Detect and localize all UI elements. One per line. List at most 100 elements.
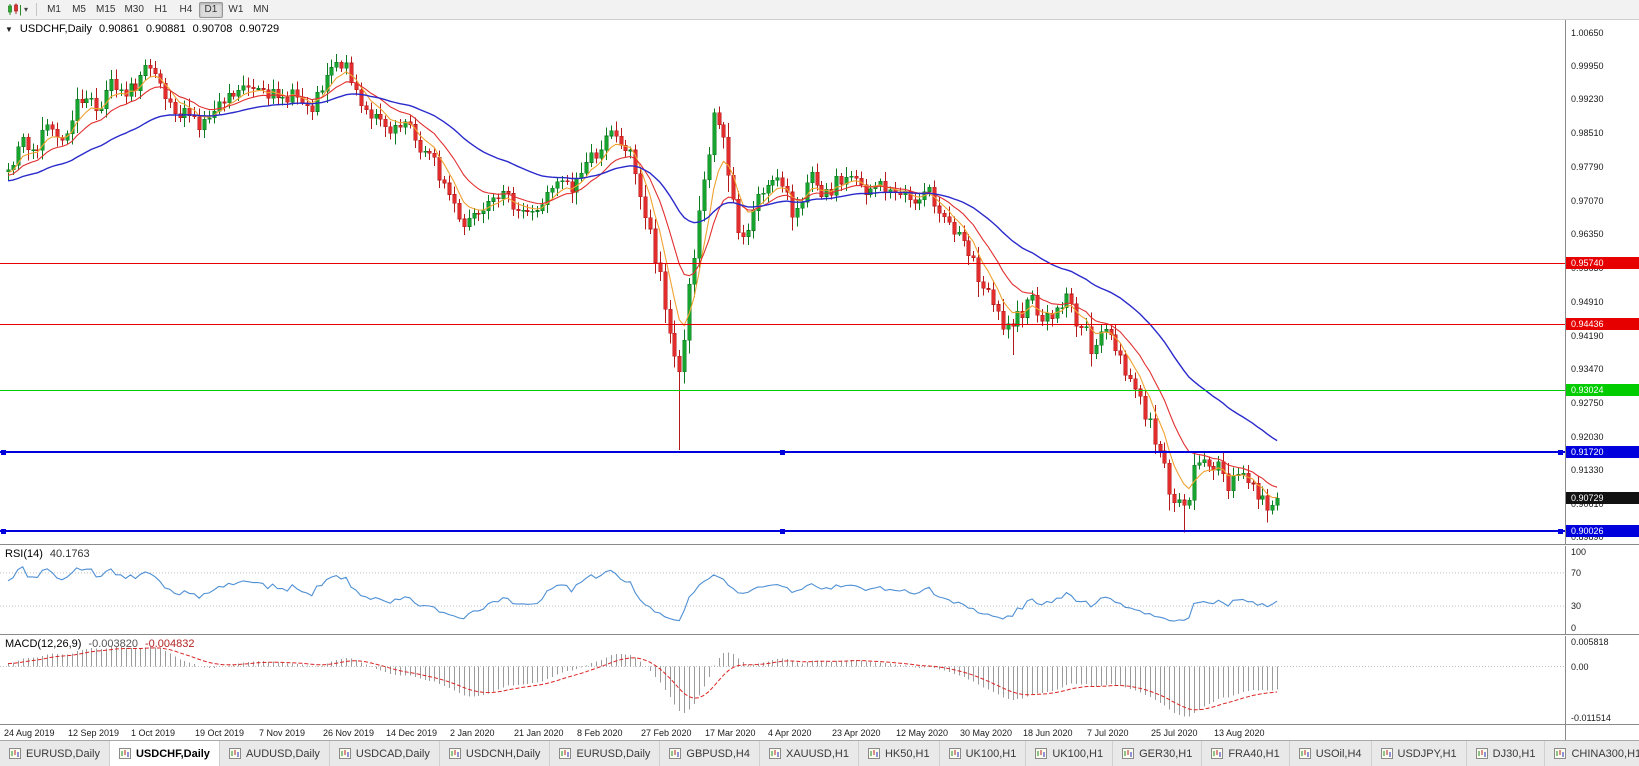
chart-tab-label: USOil,H4 — [1315, 747, 1362, 760]
line-drag-handle[interactable] — [779, 529, 785, 535]
chart-info-line: ▼ USDCHF,Daily 0.90861 0.90881 0.90708 0… — [5, 23, 279, 36]
price-tick-label: 0.96350 — [1571, 229, 1604, 239]
chart-tab-icon — [228, 748, 241, 759]
date-label: 30 May 2020 — [960, 728, 1013, 738]
timeframe-buttons-group: M1 M5 M15 M30 H1 H4 D1 W1 MN — [42, 1, 273, 18]
rsi-tick-label: 100 — [1571, 547, 1587, 557]
rsi-tick-label: 30 — [1571, 601, 1582, 611]
chart-tab-usdjpy-h1[interactable]: USDJPY,H1 — [1371, 741, 1467, 766]
date-label: 27 Feb 2020 — [641, 728, 692, 738]
line-drag-handle[interactable] — [779, 449, 785, 455]
chart-tab-xauusd-h1[interactable]: XAUUSD,H1 — [759, 741, 859, 766]
chart-tab-eurusd-daily[interactable]: EURUSD,Daily — [0, 741, 110, 766]
date-label: 12 Sep 2019 — [68, 728, 120, 738]
chart-tab-icon — [338, 748, 351, 759]
timeframe-button-M30[interactable]: M30 — [124, 3, 144, 15]
chart-tab-icon — [1211, 748, 1224, 759]
chart-tab-dj30-h1[interactable]: DJ30,H1 — [1466, 741, 1546, 766]
panel-divider[interactable] — [0, 544, 1639, 546]
chart-tab-icon — [948, 748, 961, 759]
line-drag-handle[interactable] — [1558, 449, 1563, 455]
rsi-axis[interactable]: 100 70 30 0 — [1565, 546, 1639, 634]
dropdown-caret-icon: ▾ — [24, 4, 29, 14]
chart-tools-button[interactable]: ▾ — [4, 3, 31, 16]
ma-line-ma_mid — [7, 81, 1278, 488]
macd-axis[interactable]: 0.005818 0.00 -0.011514 — [1565, 636, 1639, 724]
timeframe-button-MN[interactable]: MN — [253, 3, 269, 15]
timeframe-toolbar: ▾ M1 M5 M15 M30 H1 H4 D1 W1 MN — [0, 0, 1639, 20]
timeframe-button-M15[interactable]: M15 — [96, 3, 116, 15]
macd-canvas[interactable] — [0, 636, 1565, 724]
date-label: 8 Feb 2020 — [577, 728, 623, 738]
resistance-line[interactable] — [0, 262, 1565, 264]
date-label: 26 Nov 2019 — [323, 728, 375, 738]
chart-tab-icon — [1122, 748, 1135, 759]
macd-name: MACD(12,26,9) — [5, 638, 82, 650]
chart-tab-hk50-h1[interactable]: HK50,H1 — [858, 741, 940, 766]
key-level-line[interactable] — [0, 449, 1565, 455]
date-label: 7 Nov 2019 — [259, 728, 306, 738]
chart-tab-label: AUDUSD,Daily — [245, 747, 320, 760]
resistance-line[interactable] — [0, 323, 1565, 325]
rsi-panel[interactable]: RSI(14) 40.1763 100 70 30 0 — [0, 546, 1639, 634]
price-axis[interactable]: 1.00650 0.99950 0.99230 0.98510 0.97790 0.970… — [1565, 20, 1639, 544]
line-drag-handle[interactable] — [1, 449, 6, 455]
price-tick-label: 0.98510 — [1571, 128, 1604, 138]
chart-tab-ger30-h1[interactable]: GER30,H1 — [1113, 741, 1203, 766]
date-label: 7 Jul 2020 — [1087, 728, 1129, 738]
date-label: 21 Jan 2020 — [514, 728, 564, 738]
timeframe-button-D1[interactable]: D1 — [198, 1, 223, 18]
key-level-line[interactable] — [0, 529, 1565, 535]
chart-tab-eurusd-daily[interactable]: EURUSD,Daily — [550, 741, 661, 766]
line-drag-handle[interactable] — [1558, 529, 1563, 535]
collapse-icon[interactable]: ▼ — [5, 25, 13, 34]
price-tick-label: 0.89890 — [1571, 532, 1604, 542]
date-label: 19 Oct 2019 — [195, 728, 245, 738]
low-value: 0.90708 — [192, 23, 233, 35]
chart-tab-label: HK50,H1 — [884, 747, 930, 760]
chart-tab-icon — [669, 748, 682, 759]
time-axis[interactable]: 24 Aug 2019 12 Sep 2019 1 Oct 2019 19 Oct 2… — [0, 724, 1639, 740]
price-tick-label: 0.99230 — [1571, 94, 1604, 104]
rsi-canvas[interactable] — [0, 546, 1565, 634]
price-line-tag: 0.94436 — [1566, 318, 1639, 330]
timeframe-button-H1[interactable]: H1 — [154, 3, 168, 15]
chart-tab-uk100-h1[interactable]: UK100,H1 — [1026, 741, 1114, 766]
date-label: 18 Jun 2020 — [1023, 728, 1073, 738]
chart-tab-icon — [9, 748, 21, 759]
timeframe-button-H4[interactable]: H4 — [179, 3, 193, 15]
line-drag-handle[interactable] — [1, 529, 6, 535]
price-chart-panel[interactable]: ▼ USDCHF,Daily 0.90861 0.90881 0.90708 0… — [0, 20, 1639, 544]
price-tick-label: 0.97790 — [1571, 162, 1604, 172]
chart-tab-usdcad-daily[interactable]: USDCAD,Daily — [329, 741, 440, 766]
chart-tab-icon — [559, 748, 572, 759]
macd-panel[interactable]: MACD(12,26,9) -0.003820 -0.004832 0.0058… — [0, 636, 1639, 724]
high-value: 0.90881 — [145, 23, 186, 35]
candlestick-chart-icon — [8, 3, 21, 16]
chart-tab-uk100-h1[interactable]: UK100,H1 — [939, 741, 1027, 766]
timeframe-button-M1[interactable]: M1 — [47, 3, 61, 15]
chart-tab-usdchf-daily[interactable]: USDCHF,Daily — [109, 741, 220, 766]
macd-main-value: -0.003820 — [88, 638, 138, 650]
price-chart-canvas[interactable] — [0, 20, 1565, 544]
chart-tab-icon — [118, 748, 131, 759]
open-value: 0.90861 — [99, 23, 139, 35]
chart-tab-label: DJ30,H1 — [1492, 747, 1536, 760]
price-tick-label: 0.93470 — [1571, 364, 1604, 374]
timeframe-button-W1[interactable]: W1 — [228, 3, 244, 15]
chart-tab-gbpusd-h4[interactable]: GBPUSD,H4 — [660, 741, 760, 766]
price-tick-label: 0.99950 — [1571, 61, 1604, 71]
timeframe-button-M5[interactable]: M5 — [72, 3, 86, 15]
chart-tab-fra40-h1[interactable]: FRA40,H1 — [1202, 741, 1290, 766]
price-tick-label: 0.90610 — [1571, 499, 1604, 509]
macd-signal-value: -0.004832 — [144, 638, 195, 650]
chart-tab-icon — [1298, 748, 1311, 759]
chart-tab-usdcnh-daily[interactable]: USDCNH,Daily — [439, 741, 551, 766]
support-line[interactable] — [0, 389, 1565, 391]
panel-divider[interactable] — [0, 634, 1639, 636]
chart-tab-usoil-h4[interactable]: USOil,H4 — [1289, 741, 1372, 766]
chart-tab-icon — [1475, 748, 1488, 759]
chart-tab-audusd-daily[interactable]: AUDUSD,Daily — [219, 741, 330, 766]
chart-tab-china300-h1[interactable]: CHINA300,H1 — [1545, 741, 1639, 766]
